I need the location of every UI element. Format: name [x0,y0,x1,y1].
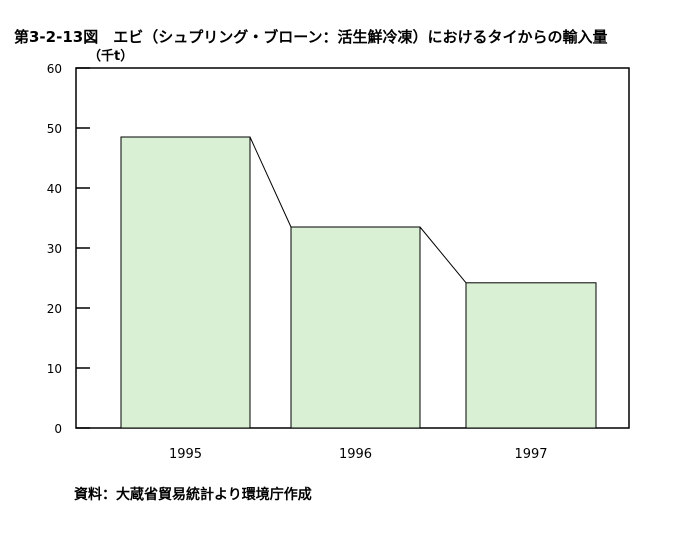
y-tick-label: 20 [47,302,62,316]
bar [290,226,421,429]
connector-line [419,226,467,284]
source-note: 資料：大蔵省貿易統計より環境庁作成 [74,487,312,503]
x-tick-label: 1997 [514,447,547,462]
x-axis: 1995 1996 1997 [169,447,548,462]
y-tick-label: 30 [47,242,62,256]
x-tick-label: 1995 [169,447,202,462]
y-axis-label: （千t） [88,48,133,64]
y-tick-label: 50 [47,122,62,136]
y-tick-label: 10 [47,362,62,376]
y-tick-label: 0 [54,422,62,436]
bars [120,136,597,429]
connector-line [249,136,292,228]
bar-connectors [249,136,467,284]
y-tick-label: 60 [47,62,62,76]
y-tick-label: 40 [47,182,62,196]
y-axis: 0 10 20 30 40 50 60 [47,62,90,436]
bar [465,282,597,429]
bar [120,136,251,429]
x-tick-label: 1996 [339,447,372,462]
chart-title: 第3-2-13図 エビ（シュプリング・ブローン：活生鮮冷凍）におけるタイからの輸… [14,28,608,46]
